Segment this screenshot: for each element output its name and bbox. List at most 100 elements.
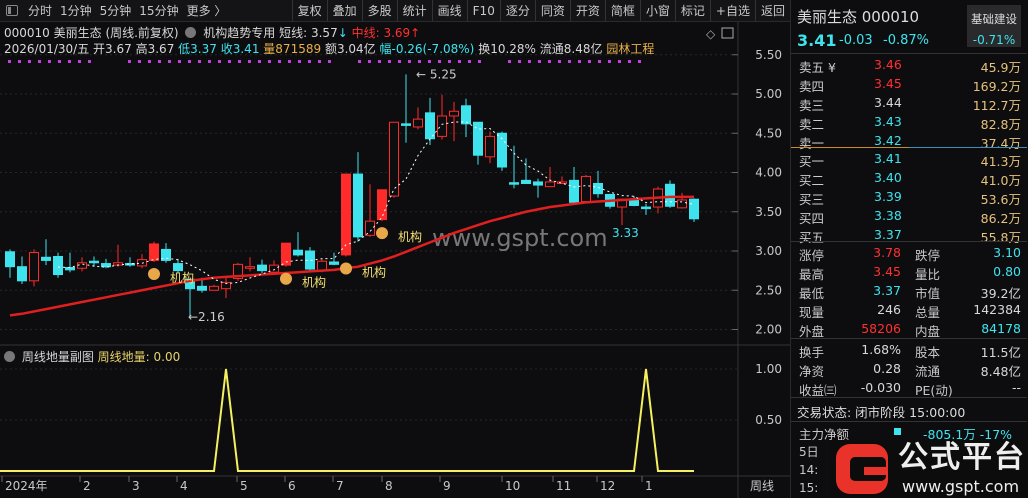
stat-label: 市值 bbox=[915, 286, 941, 301]
candle[interactable] bbox=[521, 158, 531, 184]
candle[interactable] bbox=[461, 98, 471, 138]
candle[interactable] bbox=[125, 257, 135, 267]
candle[interactable] bbox=[305, 247, 315, 271]
candle[interactable] bbox=[281, 242, 291, 267]
stat-label: 净资 bbox=[799, 364, 825, 379]
candle[interactable] bbox=[329, 252, 339, 266]
toolbar-button[interactable]: +自选 bbox=[709, 0, 755, 21]
signal-dot bbox=[78, 60, 81, 63]
candle[interactable] bbox=[77, 257, 87, 272]
candle[interactable] bbox=[293, 232, 303, 257]
candle[interactable] bbox=[677, 192, 687, 209]
period-tab[interactable]: 分时 bbox=[28, 4, 53, 18]
candle[interactable] bbox=[89, 256, 99, 267]
candle[interactable] bbox=[233, 262, 243, 281]
candle[interactable] bbox=[557, 176, 567, 184]
candle[interactable] bbox=[41, 239, 51, 266]
stat-value: 3.37 bbox=[873, 283, 901, 298]
signal-dot bbox=[218, 60, 221, 63]
candle[interactable] bbox=[689, 198, 699, 222]
signal-dot bbox=[128, 60, 131, 63]
indicator-dropdown-icon[interactable] bbox=[185, 27, 197, 38]
stat-value: 39.2亿 bbox=[980, 286, 1021, 301]
candle[interactable] bbox=[533, 178, 543, 198]
candle[interactable] bbox=[641, 203, 651, 215]
candle[interactable] bbox=[377, 189, 387, 222]
toolbar-button[interactable]: 简框 bbox=[604, 0, 640, 21]
candle[interactable] bbox=[53, 252, 63, 278]
candle[interactable] bbox=[173, 258, 183, 273]
candle[interactable] bbox=[473, 121, 483, 165]
candle[interactable] bbox=[65, 252, 75, 273]
candle[interactable] bbox=[197, 277, 207, 293]
x-tick-label: 7 bbox=[336, 479, 344, 493]
period-tab[interactable]: 5分钟 bbox=[99, 4, 132, 18]
toolbar-button[interactable]: 开资 bbox=[569, 0, 605, 21]
diamond-icon[interactable]: ◇ bbox=[706, 27, 716, 41]
toolbar-button[interactable]: F10 bbox=[466, 0, 500, 21]
sub-indicator-name[interactable]: 周线地量副图 bbox=[21, 350, 94, 364]
panel-icon[interactable] bbox=[721, 27, 734, 39]
level-label: 卖三 bbox=[799, 98, 825, 113]
candle[interactable] bbox=[209, 284, 219, 291]
x-tick-label: 11 bbox=[556, 479, 571, 493]
toolbar-button[interactable]: 标记 bbox=[674, 0, 710, 21]
toolbar-button[interactable]: 统计 bbox=[396, 0, 432, 21]
candle[interactable] bbox=[185, 278, 195, 317]
candle[interactable] bbox=[437, 94, 447, 140]
toolbar-button[interactable]: 小窗 bbox=[639, 0, 675, 21]
candle[interactable] bbox=[161, 243, 171, 263]
candle[interactable] bbox=[401, 74, 411, 143]
candle[interactable] bbox=[665, 180, 675, 208]
period-tab[interactable]: 更多 〉 bbox=[186, 4, 227, 18]
candle[interactable] bbox=[389, 121, 399, 198]
candle[interactable] bbox=[221, 277, 231, 299]
panel-toggle-icon[interactable] bbox=[6, 5, 18, 16]
candle[interactable] bbox=[29, 249, 39, 287]
kline-chart[interactable]: 5.50 5.00 4.50 4.00 3.50 3.00 2.50 2.00 www.gspt… bbox=[0, 0, 790, 498]
y-tick-label: 2.50 bbox=[755, 283, 782, 297]
candle[interactable] bbox=[581, 174, 591, 203]
stat-value: -- bbox=[1011, 380, 1021, 395]
toolbar-button[interactable]: 返回 bbox=[754, 0, 790, 21]
period-tab[interactable]: 1分钟 bbox=[60, 4, 92, 18]
signal-dot bbox=[198, 60, 201, 63]
candle[interactable] bbox=[497, 131, 507, 171]
period-tab[interactable]: 15分钟 bbox=[139, 4, 179, 18]
logo-g-icon bbox=[836, 444, 888, 494]
toolbar-button[interactable]: 同资 bbox=[534, 0, 570, 21]
candle[interactable] bbox=[509, 145, 519, 189]
sub-indicator-dropdown-icon[interactable] bbox=[4, 351, 15, 362]
level-price: 3.45 bbox=[874, 76, 902, 91]
candle[interactable] bbox=[425, 97, 435, 146]
toolbar-button[interactable]: 逐分 bbox=[499, 0, 535, 21]
candle[interactable] bbox=[413, 107, 423, 130]
toolbar-button[interactable]: 复权 bbox=[291, 0, 327, 21]
candle[interactable] bbox=[485, 131, 495, 164]
period-label[interactable]: 周线 bbox=[750, 479, 774, 493]
toolbar-button[interactable]: 画线 bbox=[431, 0, 467, 21]
candle[interactable] bbox=[101, 258, 111, 269]
candle[interactable] bbox=[353, 152, 363, 242]
candle[interactable] bbox=[149, 241, 159, 262]
candle[interactable] bbox=[245, 257, 255, 272]
candle[interactable] bbox=[113, 244, 123, 267]
toolbar-button[interactable]: 叠加 bbox=[326, 0, 362, 21]
candle[interactable] bbox=[593, 170, 603, 198]
signal-dot bbox=[398, 60, 401, 63]
sector-badge[interactable]: 基础建设 -0.71% bbox=[967, 5, 1021, 47]
toolbar-button[interactable]: 多股 bbox=[361, 0, 397, 21]
candle[interactable] bbox=[5, 249, 15, 278]
candle[interactable] bbox=[449, 101, 459, 142]
candle[interactable] bbox=[17, 256, 27, 284]
industry-link[interactable]: 园林工程 bbox=[606, 42, 655, 56]
indicator-name[interactable]: 机构趋势专用 bbox=[203, 26, 276, 40]
candle[interactable] bbox=[545, 167, 555, 188]
candle[interactable] bbox=[137, 254, 147, 269]
candle[interactable] bbox=[365, 184, 375, 237]
sector-name: 基础建设 bbox=[971, 12, 1017, 26]
watermark: www.gspt.com bbox=[432, 224, 608, 252]
candle[interactable] bbox=[257, 259, 267, 273]
candle[interactable] bbox=[653, 186, 663, 214]
candle[interactable] bbox=[341, 173, 351, 257]
